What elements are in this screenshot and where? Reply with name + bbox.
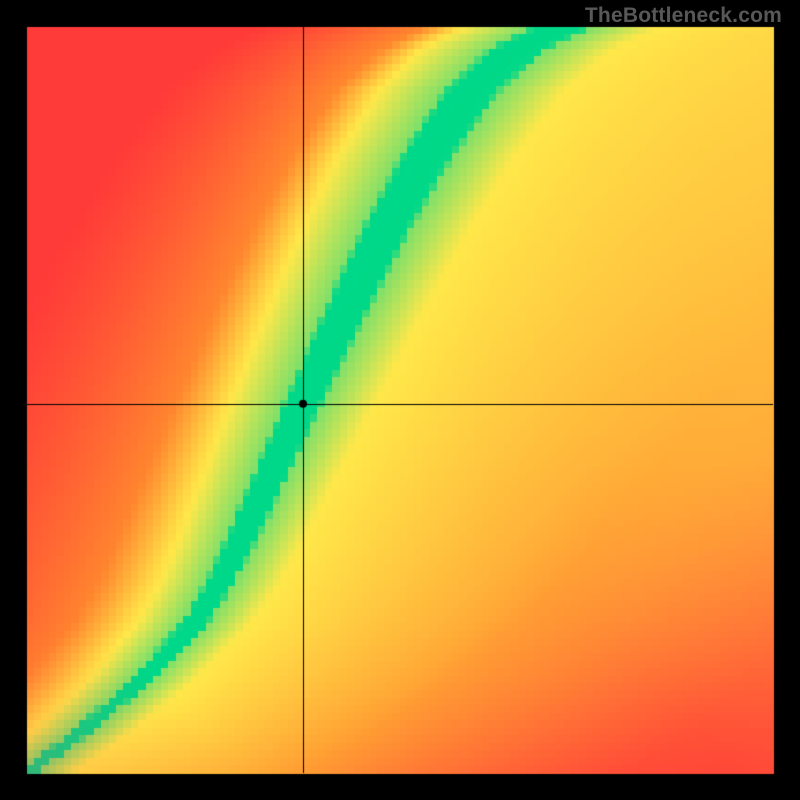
chart-container: TheBottleneck.com [0,0,800,800]
heatmap-canvas [0,0,800,800]
watermark-text: TheBottleneck.com [585,4,782,28]
